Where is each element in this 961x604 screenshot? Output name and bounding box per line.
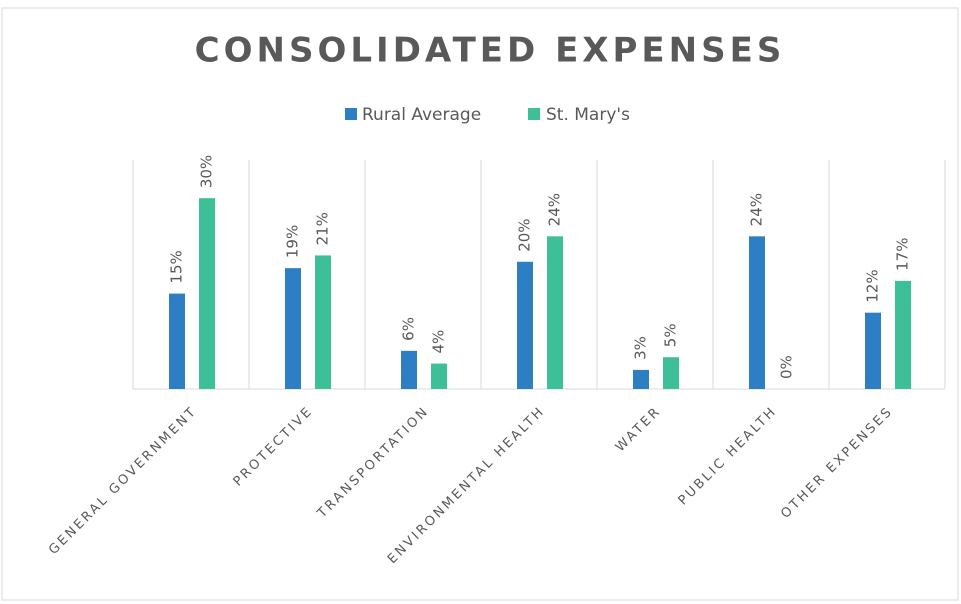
chart-title: CONSOLIDATED EXPENSES	[195, 31, 786, 71]
data-label: 21%	[314, 212, 332, 245]
data-label: 17%	[894, 238, 912, 271]
data-label: 19%	[284, 225, 302, 258]
chart-border	[1, 7, 959, 601]
bar	[401, 350, 417, 389]
data-label: 3%	[632, 336, 650, 360]
legend-label: Rural Average	[362, 105, 481, 125]
data-label: 4%	[430, 330, 448, 354]
bar	[547, 236, 563, 389]
data-label: 30%	[198, 155, 216, 188]
legend-swatch	[528, 108, 540, 120]
data-label: 6%	[400, 317, 418, 341]
data-label: 5%	[662, 323, 680, 347]
bar	[865, 312, 881, 389]
legend-label: St. Mary's	[546, 105, 630, 125]
bar	[169, 293, 185, 389]
data-label: 24%	[546, 193, 564, 226]
data-label: 20%	[516, 218, 534, 251]
bar	[749, 236, 765, 389]
data-label: 15%	[168, 250, 186, 283]
bar	[285, 268, 301, 389]
bar	[199, 198, 215, 389]
data-label: 24%	[748, 193, 766, 226]
data-label: 12%	[864, 269, 882, 302]
bar	[663, 357, 679, 389]
bar	[895, 280, 911, 389]
bar	[315, 255, 331, 389]
bar	[431, 363, 447, 389]
data-label: 0%	[778, 355, 796, 379]
bar	[633, 369, 649, 389]
bar	[517, 261, 533, 389]
legend-swatch	[345, 108, 357, 120]
